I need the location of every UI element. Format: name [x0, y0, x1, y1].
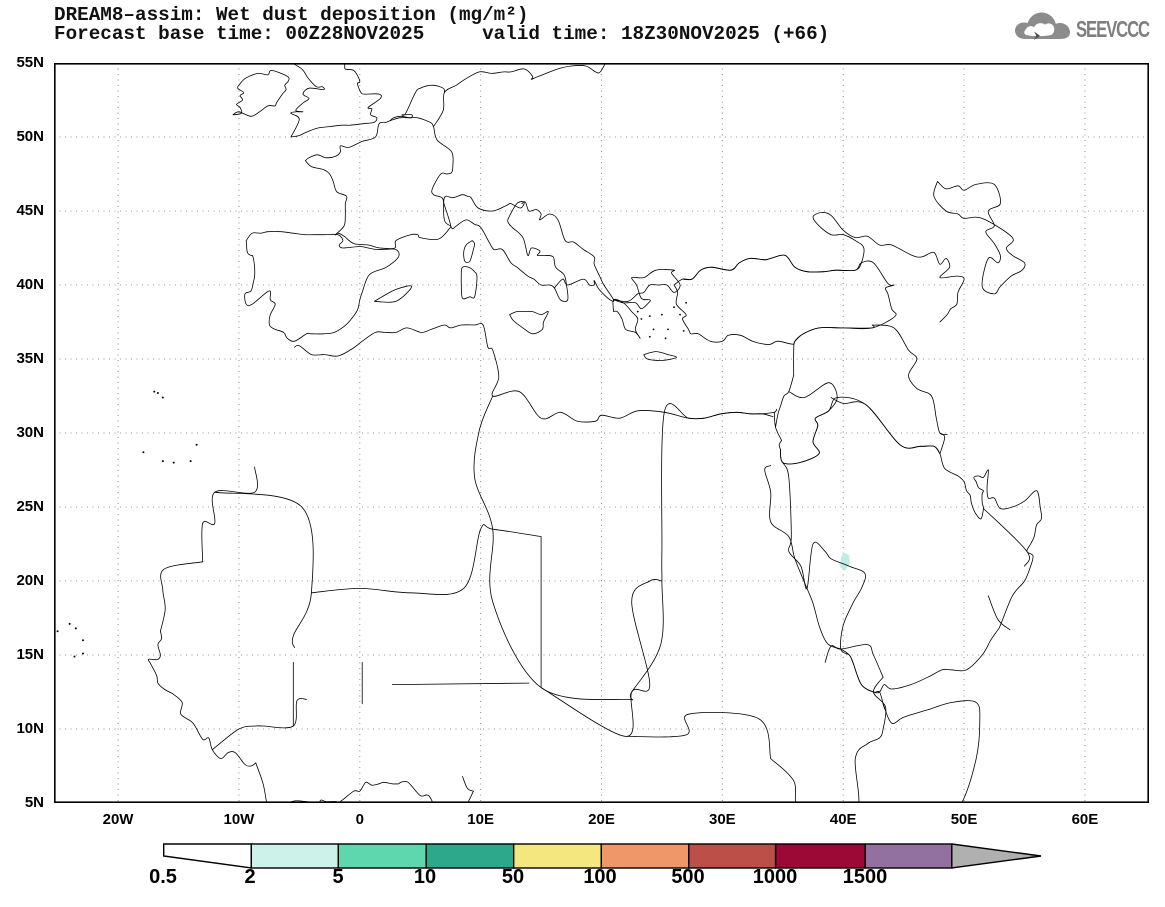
- svg-text:SEEVCCC: SEEVCCC: [1076, 16, 1150, 42]
